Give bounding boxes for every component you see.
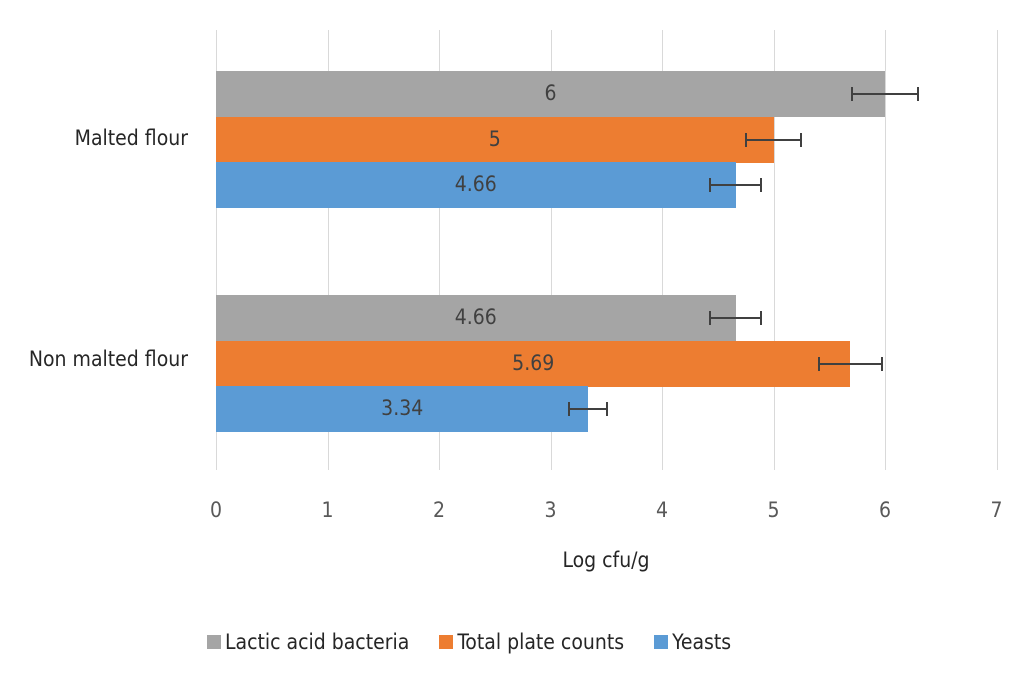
bar-value-label: 3.34 bbox=[381, 396, 424, 420]
legend-swatch-blue bbox=[654, 635, 669, 649]
x-tick-label: 5 bbox=[767, 498, 780, 522]
bar bbox=[216, 386, 589, 432]
gridline bbox=[327, 30, 329, 470]
bar-value-label: 4.66 bbox=[454, 172, 497, 196]
error-bar bbox=[569, 408, 608, 410]
bar bbox=[216, 116, 774, 163]
error-bar bbox=[709, 184, 762, 186]
error-bar-cap bbox=[744, 132, 747, 147]
x-tick-label: 1 bbox=[321, 498, 334, 522]
gridline bbox=[662, 30, 663, 470]
x-tick-label: 2 bbox=[432, 498, 446, 522]
category-label-malted-flour: Malted flour bbox=[74, 126, 188, 150]
bar-value-label: 5 bbox=[488, 126, 501, 151]
error-bar-cap bbox=[760, 178, 763, 192]
error-bar-cap bbox=[708, 311, 711, 325]
legend-label: Total plate counts bbox=[457, 630, 625, 654]
legend-item-total-plate-counts: Total plate counts bbox=[439, 630, 624, 654]
gridline bbox=[550, 30, 552, 470]
legend-item-yeasts: Yeasts bbox=[654, 630, 731, 654]
error-bar-cap bbox=[880, 356, 883, 371]
gridline bbox=[773, 30, 775, 470]
bar bbox=[216, 295, 736, 341]
legend-swatch-gray bbox=[207, 635, 221, 649]
error-bar-cap bbox=[708, 178, 711, 192]
bar-value-label: 6 bbox=[544, 81, 557, 105]
x-tick-label: 7 bbox=[990, 498, 1003, 522]
gridline bbox=[885, 30, 886, 470]
error-bar-cap bbox=[850, 87, 853, 101]
bar bbox=[216, 340, 851, 387]
error-bar-cap bbox=[760, 311, 763, 325]
x-tick-label: 6 bbox=[878, 498, 892, 522]
legend-label: Yeasts bbox=[672, 630, 732, 654]
legend-label: Lactic acid bacteria bbox=[225, 630, 410, 654]
bar bbox=[216, 71, 885, 117]
category-label-non-malted-flour: Non malted flour bbox=[28, 347, 188, 371]
bar-value-label: 5.69 bbox=[512, 350, 555, 375]
legend-item-lactic-acid-bacteria: Lactic acid bacteria bbox=[207, 630, 409, 654]
error-bar-cap bbox=[606, 402, 609, 416]
error-bar bbox=[851, 93, 919, 95]
error-bar-cap bbox=[568, 402, 571, 416]
gridline bbox=[439, 30, 440, 470]
x-tick-label: 0 bbox=[209, 498, 223, 522]
legend-swatch-orange bbox=[439, 635, 454, 649]
y-axis-line bbox=[216, 30, 217, 470]
error-bar-cap bbox=[917, 87, 920, 101]
error-bar bbox=[745, 138, 802, 141]
bar-value-label: 4.66 bbox=[454, 305, 497, 329]
x-tick-label: 4 bbox=[655, 498, 669, 522]
error-bar-cap bbox=[818, 356, 821, 371]
legend: Lactic acid bacteria Total plate counts … bbox=[207, 630, 761, 654]
error-bar bbox=[819, 362, 882, 365]
x-axis-title: Log cfu/g bbox=[562, 548, 650, 572]
gridline bbox=[996, 30, 998, 470]
bar bbox=[216, 162, 736, 208]
error-bar bbox=[709, 317, 762, 319]
x-tick-label: 3 bbox=[544, 498, 557, 522]
error-bar-cap bbox=[800, 132, 803, 147]
